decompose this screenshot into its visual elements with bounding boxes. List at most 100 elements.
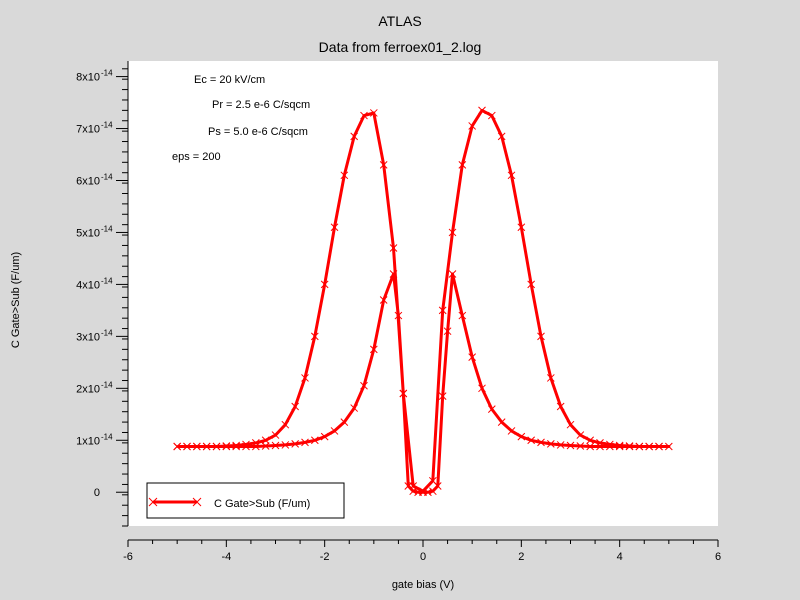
data-point [281,420,290,429]
data-point [192,442,201,451]
annotation-ps: Ps = 5.0 e-6 C/sqcm [208,126,308,138]
y-tick-exponent: -14 [101,172,113,181]
data-point [438,306,447,315]
data-point [605,440,614,449]
data-point [379,296,388,304]
data-point [173,442,182,451]
legend-label: C Gate>Sub (F/um) [214,498,310,510]
data-point [605,442,614,451]
x-tick-label: 4 [617,551,623,563]
data-point [350,404,359,412]
data-point [615,442,624,451]
y-tick-label: 4x10 [76,279,100,291]
data-point [537,332,545,341]
data-point [635,442,644,451]
data-point [394,311,403,320]
data-point [360,111,368,120]
data-point [301,374,309,382]
data-point [291,402,300,411]
data-point [424,488,432,497]
data-point [389,244,398,252]
plot-area [128,61,718,526]
data-point [242,442,250,451]
y-tick-exponent: -14 [101,69,113,78]
data-point [202,442,211,451]
x-axis-label: gate bias (V) [392,579,454,591]
data-point [448,270,457,278]
legend: C Gate>Sub (F/um) [146,482,345,519]
data-point [369,109,378,117]
y-tick-exponent: -14 [101,328,113,337]
data-point [443,327,452,336]
data-point [468,122,477,130]
x-tick-label: 6 [715,551,721,563]
y-tick-exponent: -14 [101,432,113,441]
data-point [183,442,191,451]
legend-marker [148,497,202,507]
data-point [340,418,349,426]
data-point [537,438,545,447]
data-point [271,431,280,439]
data-point [487,111,496,120]
data-point [507,171,516,180]
data-point [468,353,477,361]
y-tick-label: 1x10 [76,435,100,447]
data-point [458,161,467,169]
data-point [251,442,260,451]
y-tick-label: 5x10 [76,227,100,239]
data-point [497,132,506,141]
x-tick-label: 2 [518,551,524,563]
data-point [517,223,526,232]
data-point [310,332,319,341]
x-tick-label: -4 [221,551,231,563]
data-point [655,442,663,451]
annotation-eps: eps = 200 [172,151,221,163]
y-axis-label: C Gate>Sub (F/um) [10,252,22,348]
data-point [517,432,526,441]
data-point [556,402,565,411]
data-point [389,270,398,278]
data-point [566,420,575,429]
data-point [399,389,408,398]
annotation-pr: Pr = 2.5 e-6 C/sqcm [212,99,310,111]
x-tick-label: -2 [320,551,330,563]
x-tick-label: 0 [420,551,426,563]
data-point [546,440,555,448]
data-point [645,442,654,451]
data-point [566,441,575,450]
data-point [478,106,486,115]
data-point [586,436,595,445]
data-point [419,487,427,496]
data-point [478,384,486,393]
data-point [615,441,624,450]
x-tick-label: -6 [123,551,133,563]
data-point [546,374,555,382]
y-tick-exponent: -14 [101,380,113,389]
data-point [664,442,673,451]
data-point [596,442,604,451]
data-point [330,427,339,435]
data-point [301,438,309,447]
y-tick-label: 6x10 [76,175,100,187]
x-axis-ticks: -6 -4 -2 0 2 4 6 [123,540,721,563]
y-tick-label: 8x10 [76,72,100,84]
data-point [379,161,388,169]
y-tick-exponent: -14 [101,121,113,130]
data-point [586,442,595,451]
data-point [251,439,260,447]
y-tick-label: 3x10 [76,331,100,343]
y-tick-label: 7x10 [76,124,100,136]
data-point [291,440,300,448]
data-point [261,442,270,450]
data-point [438,392,447,400]
data-point [212,442,221,451]
data-point [310,436,319,445]
annotation-ec: Ec = 20 kV/cm [194,74,265,86]
data-point [232,442,241,451]
data-point [527,280,536,289]
data-point [497,418,506,426]
data-point [527,436,536,445]
data-point [360,381,368,390]
